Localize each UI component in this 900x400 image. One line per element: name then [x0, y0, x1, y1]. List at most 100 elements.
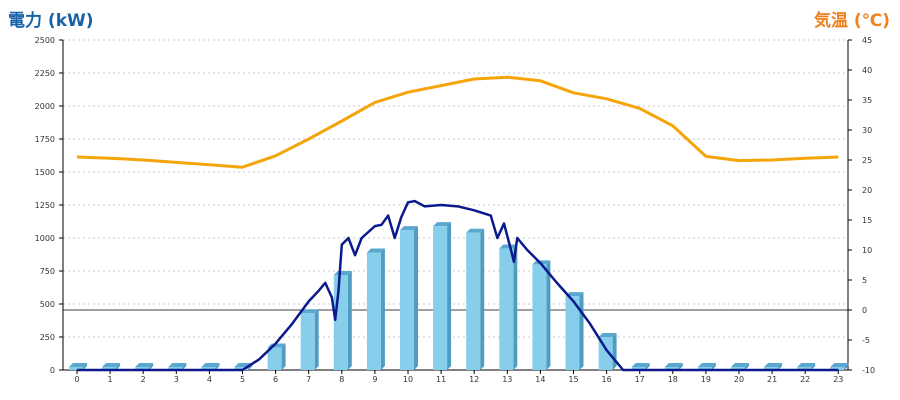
bar [532, 264, 547, 370]
bar [433, 226, 448, 370]
right-tick-label: 25 [862, 156, 872, 165]
bar [234, 367, 249, 370]
bar-top [366, 248, 385, 253]
x-tick-label: 15 [568, 375, 578, 384]
bar-top [697, 363, 716, 367]
x-tick-label: 0 [74, 375, 79, 384]
right-tick-label: 40 [862, 66, 872, 75]
x-tick-label: 13 [502, 375, 512, 384]
bar-top [598, 333, 617, 337]
bar-top [565, 292, 584, 297]
bar [631, 367, 646, 370]
bar-side [678, 363, 683, 370]
bar-side [347, 270, 352, 370]
bar-side [83, 363, 87, 370]
x-tick-label: 18 [668, 375, 678, 384]
right-tick-label: 30 [862, 126, 872, 135]
x-tick-label: 21 [767, 375, 777, 384]
bar-top [797, 363, 816, 367]
bar-side [579, 292, 584, 370]
x-tick-label: 4 [207, 375, 212, 384]
bar [366, 252, 381, 370]
bar-side [513, 244, 518, 370]
bar-top [201, 363, 220, 367]
bar [565, 296, 580, 370]
left-tick-label: 750 [40, 267, 55, 276]
x-tick-label: 3 [174, 375, 179, 384]
right-axis-title: 気温 (℃) [813, 11, 890, 31]
bar [69, 367, 83, 370]
bar-top [135, 363, 154, 367]
left-tick-label: 1750 [35, 135, 55, 144]
x-tick-label: 14 [535, 375, 545, 384]
bar-side [182, 363, 187, 370]
left-tick-label: 250 [40, 333, 55, 342]
x-tick-label: 1 [108, 375, 113, 384]
bar [697, 367, 712, 370]
bar [333, 274, 348, 370]
right-tick-label: 10 [862, 246, 872, 255]
bar-side [645, 363, 650, 370]
x-tick-label: 11 [436, 375, 446, 384]
power-line [77, 199, 839, 372]
bar-top [764, 363, 783, 367]
bar [830, 367, 845, 370]
bar-side [546, 260, 551, 370]
bar-top [466, 228, 485, 233]
bar [764, 367, 779, 370]
bar-side [811, 363, 816, 370]
right-tick-label: 35 [862, 96, 872, 105]
bar-top [69, 363, 87, 367]
bar [499, 248, 514, 370]
left-tick-label: 1000 [35, 234, 55, 243]
bar-top [333, 270, 352, 275]
bar-side [314, 309, 319, 370]
right-tick-label: 5 [862, 276, 867, 285]
x-tick-label: 5 [240, 375, 245, 384]
bar [135, 367, 150, 370]
bar-top [731, 363, 749, 367]
x-tick-label: 10 [403, 375, 413, 384]
right-tick-label: 0 [862, 306, 867, 315]
bar [102, 367, 117, 370]
left-tick-label: 2500 [35, 36, 55, 45]
right-tick-label: -5 [862, 336, 870, 345]
bar-side [380, 248, 385, 370]
bar-side [116, 363, 121, 370]
bar-side [480, 228, 485, 370]
x-tick-label: 19 [701, 375, 711, 384]
bar-top [830, 363, 849, 367]
bar-side [612, 333, 617, 370]
bar [664, 367, 679, 370]
bar [400, 230, 414, 370]
bar-side [414, 226, 418, 370]
x-tick-label: 20 [734, 375, 744, 384]
bar-side [149, 363, 154, 370]
bar-side [281, 343, 286, 370]
bar-side [778, 363, 783, 370]
right-tick-label: 20 [862, 186, 872, 195]
x-tick-label: 7 [306, 375, 311, 384]
bar-top [168, 363, 187, 367]
bar [168, 367, 183, 370]
bar-top [631, 363, 650, 367]
right-tick-label: 15 [862, 216, 872, 225]
left-tick-label: 2250 [35, 69, 55, 78]
left-tick-label: 1500 [35, 168, 55, 177]
bar-side [447, 222, 452, 370]
bar-top [664, 363, 683, 367]
bar [797, 367, 812, 370]
bar-top [433, 222, 452, 227]
bar-top [300, 309, 319, 314]
x-tick-label: 2 [141, 375, 146, 384]
x-tick-label: 22 [800, 375, 810, 384]
left-axis-title: 電力 (kW) [8, 11, 94, 31]
x-tick-label: 8 [339, 375, 344, 384]
bar [267, 347, 282, 370]
left-tick-label: 0 [50, 366, 55, 375]
bar-top [400, 226, 418, 231]
x-tick-label: 9 [372, 375, 377, 384]
temperature-line [76, 75, 839, 169]
